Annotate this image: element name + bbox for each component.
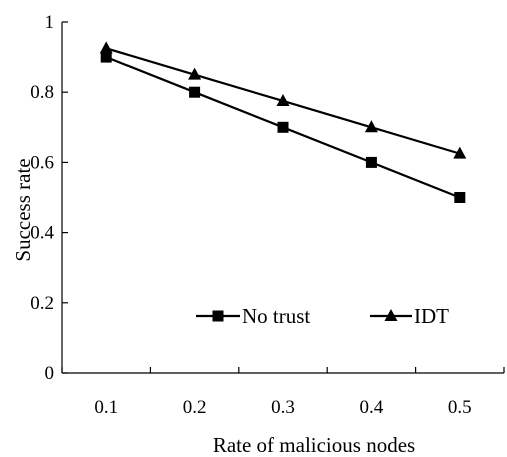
- data-point: [454, 192, 466, 203]
- series-group: [99, 41, 467, 203]
- data-point: [99, 41, 113, 54]
- x-tick-label: 0.4: [360, 397, 384, 418]
- y-axis-title: Success rate: [11, 158, 35, 261]
- y-tick-label: 0.6: [30, 152, 54, 173]
- data-point: [100, 51, 112, 63]
- data-point: [189, 86, 201, 98]
- series-idt: [99, 41, 467, 159]
- y-tick-label: 0.4: [30, 223, 54, 244]
- x-tick-label: 0.3: [271, 397, 295, 418]
- legend: No trust IDT: [196, 304, 449, 328]
- data-point: [364, 120, 378, 133]
- axes: [61, 21, 505, 374]
- legend-label: IDT: [414, 304, 449, 328]
- series-no-trust: [100, 51, 466, 203]
- y-tick-label: 0.8: [30, 82, 54, 103]
- data-point: [453, 146, 467, 159]
- y-tick-label: 1: [45, 12, 55, 33]
- x-tick-label: 0.5: [448, 397, 472, 418]
- data-point: [365, 156, 377, 168]
- y-tick-label: 0: [45, 363, 55, 384]
- legend-marker: [384, 309, 398, 321]
- data-point: [276, 93, 290, 106]
- data-point: [188, 67, 202, 80]
- legend-label: No trust: [242, 304, 310, 328]
- x-axis-title: Rate of malicious nodes: [213, 433, 415, 457]
- data-point: [277, 121, 289, 133]
- legend-item: IDT: [370, 304, 449, 328]
- legend-item: No trust: [196, 304, 310, 328]
- x-tick-label: 0.1: [94, 397, 118, 418]
- y-tick-label: 0.2: [30, 293, 54, 314]
- x-tick-label: 0.2: [183, 397, 207, 418]
- legend-marker: [212, 310, 224, 322]
- tick-labels: 0 0.2 0.4 0.6 0.8 1 0.1 0.2 0.3 0.4 0.5: [30, 12, 471, 418]
